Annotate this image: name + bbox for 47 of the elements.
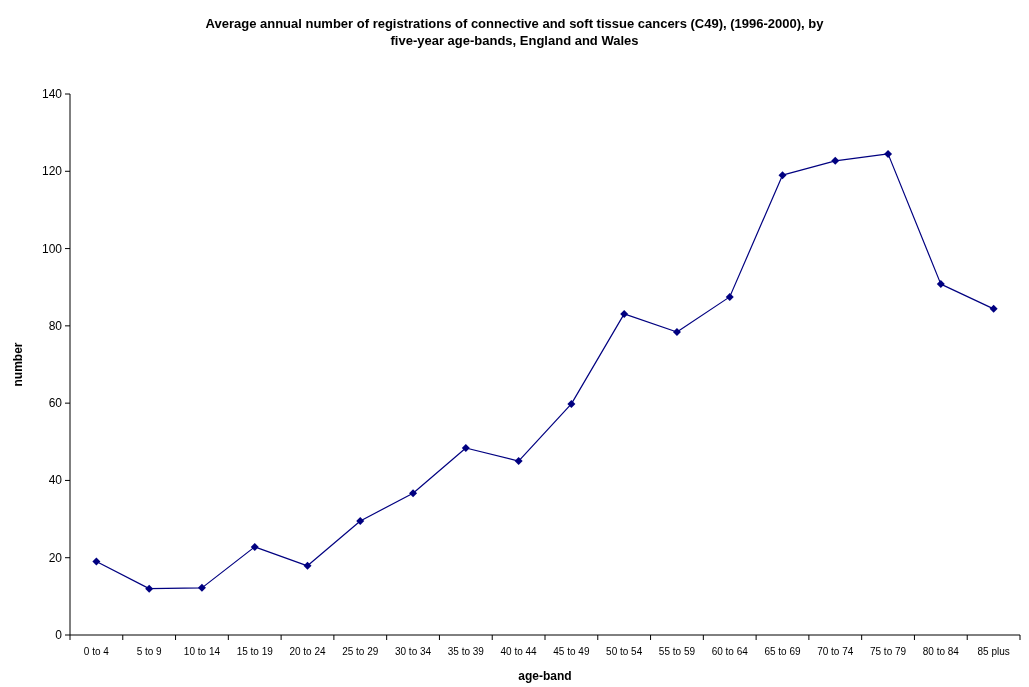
y-tick-label: 40: [48, 473, 63, 488]
y-tick-label: 60: [48, 396, 63, 411]
point: [672, 328, 681, 337]
point: [92, 557, 101, 566]
x-tick-label: 10 to 14: [183, 646, 221, 657]
x-tick-label: 40 to 44: [500, 646, 538, 657]
y-tick-label: 140: [41, 87, 63, 101]
point: [989, 304, 998, 313]
point: [461, 443, 470, 452]
x-tick-label: 0 to 4: [83, 646, 110, 657]
x-tick-label: 15 to 19: [236, 646, 274, 657]
x-tick-label: 35 to 39: [447, 646, 485, 657]
point: [409, 489, 418, 498]
point: [145, 584, 154, 593]
x-tick-label: 20 to 24: [289, 646, 326, 657]
point: [514, 457, 523, 466]
x-tick-label: 5 to 9: [136, 646, 163, 657]
x-tick-label: 70 to 74: [817, 646, 854, 657]
x-axis-title: age-band: [518, 669, 572, 683]
point: [197, 583, 206, 592]
x-tick-label: 80 to 84: [922, 646, 960, 657]
y-tick-label: 80: [48, 318, 63, 333]
x-tick-label: 85 plus: [977, 646, 1010, 657]
y-tick-label: 0: [55, 628, 63, 642]
x-tick-label: 45 to 49: [553, 646, 590, 657]
point: [778, 171, 787, 180]
point: [936, 280, 945, 289]
point: [831, 156, 840, 165]
x-tick-label: 30 to 34: [394, 646, 432, 657]
point: [567, 399, 576, 408]
point: [725, 292, 734, 301]
x-tick-label: 25 to 29: [342, 646, 379, 657]
point: [303, 561, 312, 570]
x-tick-label: 75 to 79: [869, 646, 907, 657]
x-tick-label: 60 to 64: [711, 646, 749, 657]
y-tick-label: 120: [41, 164, 63, 179]
x-tick-label: 65 to 69: [764, 646, 801, 657]
y-tick-label: 100: [41, 241, 63, 256]
y-axis-title: number: [11, 342, 25, 387]
chart-title: Average annual number of registrations of connective and soft tissue cancers (C49), (1996-2000), by five-year age-bands, England and Wales: [205, 16, 825, 48]
point: [620, 309, 629, 318]
point: [884, 149, 893, 158]
x-tick-label: 50 to 54: [606, 646, 643, 657]
point: [356, 517, 365, 525]
y-tick-label: 20: [48, 550, 63, 565]
point: [250, 542, 259, 551]
x-tick-label: 55 to 59: [658, 646, 696, 657]
